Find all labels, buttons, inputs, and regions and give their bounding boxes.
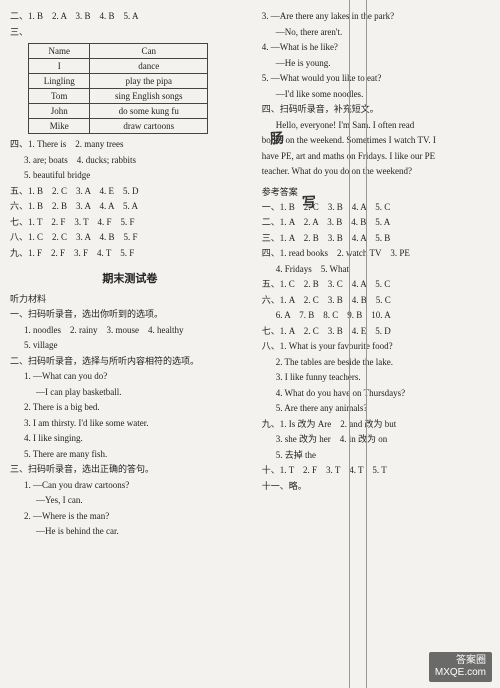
answer-line: 3. I like funny teachers. <box>262 371 490 385</box>
table-cell: sing English songs <box>90 89 208 104</box>
answer-line: 3. she 改为 her 4. in 改为 on <box>262 433 490 447</box>
dialogue-line: —He is behind the car. <box>10 525 250 539</box>
dialogue-line: 5. —What would you like to eat? <box>262 72 490 86</box>
answer-line: 六、1. A 2. C 3. B 4. B 5. C <box>262 294 490 308</box>
dialogue-line: 1. —Can you draw cartoons? <box>10 479 250 493</box>
answer-line: 八、1. C 2. C 3. A 4. B 5. F <box>10 231 250 245</box>
handwriting-mark: 写 <box>302 192 317 212</box>
table-cell: do some kung fu <box>90 104 208 119</box>
instruction: 一、扫码听录音，选出你听到的选项。 <box>10 308 250 322</box>
dialogue-line: 2. —Where is the man? <box>10 510 250 524</box>
section-heading: 听力材料 <box>10 292 250 305</box>
answer-line: 七、1. T 2. F 3. T 4. F 5. F <box>10 216 250 230</box>
watermark-url: MXQE.com <box>435 667 486 679</box>
table-cell: I <box>29 59 90 74</box>
section-heading: 参考答案 <box>262 185 490 198</box>
answer-line: 一、1. B 2. C 3. B 4. A 5. C <box>262 201 490 215</box>
table-header: Can <box>90 44 208 59</box>
table-cell: draw cartoons <box>90 119 208 134</box>
answer-line: 4. What do you have on Thursdays? <box>262 387 490 401</box>
answer-line: 六、1. B 2. B 3. A 4. A 5. A <box>10 200 250 214</box>
answer-line: 九、1. Is 改为 Are 2. and 改为 but <box>262 418 490 432</box>
answer-line: 九、1. F 2. F 3. F 4. T 5. F <box>10 247 250 261</box>
answer-line: 5. Are there any animals? <box>262 402 490 416</box>
dialogue-line: —He is young. <box>262 57 490 71</box>
answer-line: 五、1. B 2. C 3. A 4. E 5. D <box>10 185 250 199</box>
answer-line: 十一、略。 <box>262 480 490 494</box>
answer-line: 二、1. A 2. A 3. B 4. B 5. A <box>262 216 490 230</box>
answer-line: 2. The tables are beside the lake. <box>262 356 490 370</box>
answer-line: 5. village <box>10 339 250 353</box>
dialogue-line: —I'd like some noodles. <box>262 88 490 102</box>
answer-line: 6. A 7. B 8. C 9. B 10. A <box>262 309 490 323</box>
answer-line: 二、1. B 2. A 3. B 4. B 5. A <box>10 10 250 24</box>
section-label: 三、 <box>10 26 250 40</box>
watermark-text: 答案圈 <box>435 655 486 667</box>
table-cell: play the pipa <box>90 74 208 89</box>
instruction: 四、扫码听录音，补充短文。 <box>262 103 490 117</box>
answer-line: 八、1. What is your favourite food? <box>262 340 490 354</box>
table-cell: dance <box>90 59 208 74</box>
ability-table: Name Can Idance Linglingplay the pipa To… <box>28 43 208 134</box>
answer-line: 5. beautiful bridge <box>10 169 250 183</box>
dialogue-line: 4. I like singing. <box>10 432 250 446</box>
paragraph-line: books on the weekend. Sometimes I watch … <box>262 134 490 148</box>
answer-line: 三、1. A 2. B 3. B 4. A 5. B <box>262 232 490 246</box>
answer-line: 四、1. read books 2. watch TV 3. PE <box>262 247 490 261</box>
dialogue-line: 3. I am thirsty. I'd like some water. <box>10 417 250 431</box>
left-column: 二、1. B 2. A 3. B 4. B 5. A 三、 Name Can I… <box>10 8 250 541</box>
page-content: 二、1. B 2. A 3. B 4. B 5. A 三、 Name Can I… <box>0 0 500 549</box>
table-cell: Mike <box>29 119 90 134</box>
answer-line: 五、1. C 2. B 3. C 4. A 5. C <box>262 278 490 292</box>
paragraph-line: teacher. What do you do on the weekend? <box>262 165 490 179</box>
paragraph-line: Hello, everyone! I'm Sam. I often read <box>262 119 490 133</box>
answer-line: 3. are; boats 4. ducks; rabbits <box>10 154 250 168</box>
answer-line: 七、1. A 2. C 3. B 4. E 5. D <box>262 325 490 339</box>
answer-line: 四、1. There is 2. many trees <box>10 138 250 152</box>
right-column: 3. —Are there any lakes in the park? —No… <box>262 8 490 541</box>
table-header: Name <box>29 44 90 59</box>
table-cell: John <box>29 104 90 119</box>
test-title: 期末测试卷 <box>10 270 250 286</box>
paragraph-line: have PE, art and maths on Fridays. I lik… <box>262 150 490 164</box>
dialogue-line: —Yes, I can. <box>10 494 250 508</box>
answer-line: 十、1. T 2. F 3. T 4. T 5. T <box>262 464 490 478</box>
dialogue-line: 4. —What is he like? <box>262 41 490 55</box>
answer-line: 1. noodles 2. rainy 3. mouse 4. healthy <box>10 324 250 338</box>
instruction: 二、扫码听录音，选择与所听内容相符的选项。 <box>10 355 250 369</box>
watermark: 答案圈 MXQE.com <box>429 652 492 682</box>
handwriting-mark: 肠 <box>269 128 284 149</box>
answer-line: 5. 去掉 the <box>262 449 490 463</box>
table-cell: Tom <box>29 89 90 104</box>
answer-line: 4. Fridays 5. What <box>262 263 490 277</box>
dialogue-line: 2. There is a big bed. <box>10 401 250 415</box>
dialogue-line: 3. —Are there any lakes in the park? <box>262 10 490 24</box>
dialogue-line: 5. There are many fish. <box>10 448 250 462</box>
dialogue-line: —I can play basketball. <box>10 386 250 400</box>
instruction: 三、扫码听录音，选出正确的答句。 <box>10 463 250 477</box>
dialogue-line: —No, there aren't. <box>262 26 490 40</box>
table-cell: Lingling <box>29 74 90 89</box>
dialogue-line: 1. —What can you do? <box>10 370 250 384</box>
